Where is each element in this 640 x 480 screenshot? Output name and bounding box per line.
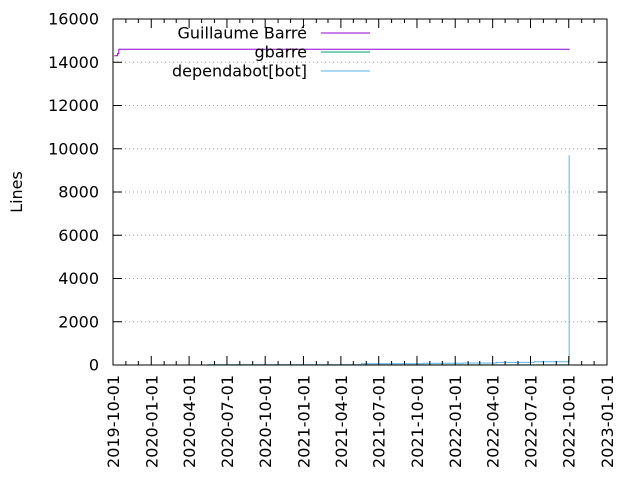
x-tick-label: 2023-01-01 xyxy=(598,375,617,468)
axis-ticks xyxy=(112,18,608,366)
x-tick-label: 2021-10-01 xyxy=(408,375,427,468)
x-tick-label: 2022-01-01 xyxy=(446,375,465,468)
x-tick-label: 2021-04-01 xyxy=(332,375,351,468)
x-tick-label: 2021-07-01 xyxy=(370,375,389,468)
y-tick-label: 2000 xyxy=(58,312,99,331)
y-tick-label: 0 xyxy=(89,356,99,375)
tick-labels: 0 2000 4000 6000 8000 10000 12000 14000 16000 201… xyxy=(48,10,617,468)
x-tick-label: 2020-01-01 xyxy=(142,375,161,468)
series-line-0 xyxy=(114,48,570,57)
y-tick-label: 4000 xyxy=(58,269,99,288)
x-tick-label: 2020-04-01 xyxy=(180,375,199,468)
x-tick-label: 2022-07-01 xyxy=(521,375,540,468)
x-tick-label: 2021-01-01 xyxy=(294,375,313,468)
x-tick-label: 2022-04-01 xyxy=(484,375,503,468)
y-tick-label: 8000 xyxy=(58,183,99,202)
legend-label-0: Guillaume Barré xyxy=(178,24,307,43)
y-axis-label: Lines xyxy=(7,171,26,213)
y-tick-label: 12000 xyxy=(48,96,99,115)
series-line-2 xyxy=(207,155,570,366)
x-tick-label: 2020-07-01 xyxy=(218,375,237,468)
x-tick-label: 2020-10-01 xyxy=(256,375,275,468)
legend-label-2: dependabot[bot] xyxy=(172,62,307,81)
x-tick-label: 2022-10-01 xyxy=(560,375,579,468)
grid-lines xyxy=(113,61,607,323)
y-tick-label: 16000 xyxy=(48,10,99,29)
x-tick-label: 2019-10-01 xyxy=(104,375,123,468)
y-tick-label: 6000 xyxy=(58,226,99,245)
y-tick-label: 14000 xyxy=(48,53,99,72)
y-tick-label: 10000 xyxy=(48,139,99,158)
legend-label-1: gbarre xyxy=(255,43,307,62)
series-lines xyxy=(114,48,570,366)
